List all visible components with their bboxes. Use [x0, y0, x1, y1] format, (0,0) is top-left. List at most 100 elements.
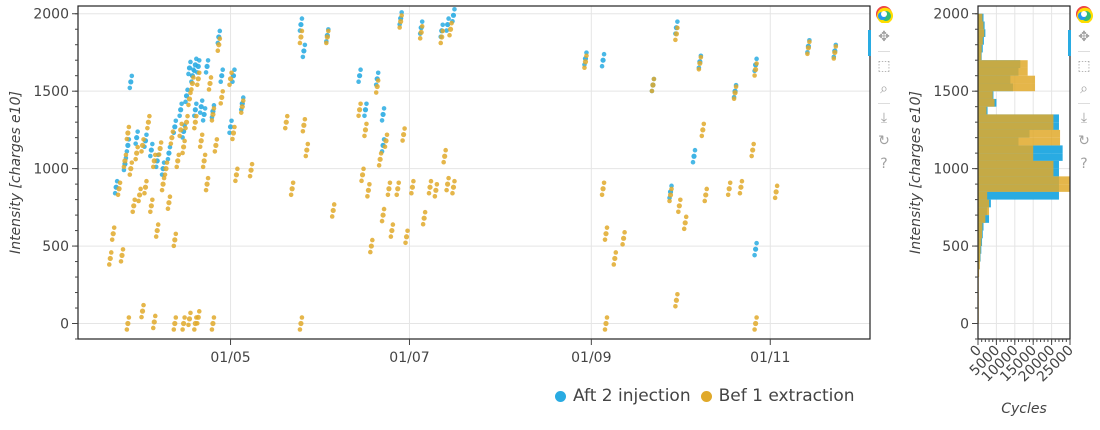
reset-icon[interactable]: ↻: [1078, 133, 1090, 149]
wheel-zoom-icon[interactable]: ⌕: [880, 81, 888, 97]
save-icon[interactable]: ⤓: [1080, 110, 1088, 126]
wheel-zoom-icon[interactable]: ⌕: [1080, 81, 1088, 97]
data-point: [289, 186, 295, 192]
data-point: [329, 214, 335, 219]
data-point: [134, 135, 140, 141]
data-point: [603, 231, 609, 237]
help-icon[interactable]: ?: [1080, 156, 1088, 172]
data-point: [389, 227, 395, 234]
data-point: [232, 67, 237, 72]
data-point: [754, 315, 759, 320]
data-point: [365, 187, 371, 193]
data-point: [675, 25, 680, 31]
data-point: [385, 192, 391, 198]
data-point: [753, 246, 759, 252]
data-point: [172, 237, 178, 243]
data-point: [727, 180, 733, 186]
data-point: [139, 308, 146, 314]
histogram-bar: [978, 122, 1054, 130]
data-point: [667, 192, 674, 198]
histogram-bar: [978, 29, 985, 37]
bokeh-logo-icon[interactable]: [874, 4, 894, 24]
data-point: [220, 67, 226, 72]
data-point: [381, 106, 387, 111]
x-tick-label: 01/09: [571, 350, 611, 366]
data-point: [227, 76, 234, 82]
histogram-bar: [978, 13, 983, 22]
data-point: [440, 28, 446, 34]
data-point: [196, 309, 202, 314]
data-point: [330, 207, 336, 214]
data-point: [148, 203, 154, 209]
data-point: [188, 310, 193, 316]
box-zoom-icon[interactable]: ⬚: [877, 58, 891, 74]
data-point: [613, 250, 619, 255]
data-point: [192, 119, 198, 125]
y-tick-label: 500: [42, 239, 69, 255]
histogram-bar: [978, 191, 1059, 200]
data-point: [362, 133, 367, 139]
data-point: [601, 180, 607, 186]
histogram-plot[interactable]: 0500100015002000050001000015000200002500…: [900, 0, 1100, 430]
data-point: [399, 13, 404, 18]
help-icon[interactable]: ?: [880, 156, 888, 172]
data-point: [201, 158, 207, 164]
box-zoom-icon[interactable]: ⬚: [1077, 58, 1091, 74]
histogram-bar: [978, 98, 995, 107]
data-point: [194, 101, 199, 107]
legend-item-bef1[interactable]: Bef 1 extraction: [700, 386, 855, 406]
data-point: [358, 101, 363, 107]
data-point: [297, 40, 303, 46]
data-point: [188, 90, 193, 96]
data-point: [139, 149, 144, 154]
data-point: [405, 228, 410, 234]
pan-icon[interactable]: ✥: [878, 29, 890, 45]
data-point: [403, 240, 408, 246]
data-point: [601, 51, 607, 57]
scatter-plot[interactable]: 0 500 1000 1500 2000 01/05 01/07 01/09 01/11 Inte…: [0, 0, 900, 430]
histogram-bar: [978, 83, 1036, 92]
data-point: [198, 138, 204, 144]
reset-icon[interactable]: ↻: [878, 133, 890, 149]
legend-item-aft2[interactable]: Aft 2 injection: [555, 386, 691, 406]
data-point: [148, 153, 153, 159]
data-point: [133, 156, 138, 162]
save-icon[interactable]: ⤓: [880, 110, 888, 126]
data-point: [368, 249, 373, 255]
data-point: [358, 67, 363, 72]
data-point: [300, 54, 306, 60]
data-point: [167, 194, 173, 200]
data-point: [379, 218, 385, 224]
legend: Aft 2 injection Bef 1 extraction: [555, 386, 865, 406]
data-point: [148, 209, 153, 215]
pan-icon[interactable]: ✥: [1078, 29, 1090, 45]
data-point: [206, 87, 212, 92]
data-point: [181, 320, 187, 327]
data-point: [365, 194, 370, 199]
data-point: [173, 118, 179, 124]
data-point: [331, 202, 337, 207]
data-point: [162, 172, 168, 177]
histogram-bar: [978, 199, 990, 208]
data-point: [379, 118, 385, 123]
bokeh-logo-icon[interactable]: [1074, 4, 1094, 24]
data-point: [176, 152, 182, 158]
data-point: [376, 163, 382, 168]
data-point: [138, 186, 143, 192]
histogram-bar: [978, 106, 987, 115]
data-point: [212, 149, 218, 154]
data-point: [166, 150, 172, 156]
histogram-bar: [978, 253, 981, 262]
data-point: [120, 247, 126, 252]
data-point: [300, 128, 306, 134]
data-point: [678, 197, 683, 203]
histogram-bar: [978, 246, 981, 254]
data-point: [167, 144, 173, 150]
data-point: [612, 255, 618, 262]
data-point: [359, 172, 366, 178]
histogram-bar: [978, 238, 982, 247]
data-point: [145, 125, 150, 131]
y-axis-label: Intensity [charges e10]: [908, 91, 924, 254]
data-point: [394, 192, 400, 198]
data-point: [428, 178, 434, 184]
